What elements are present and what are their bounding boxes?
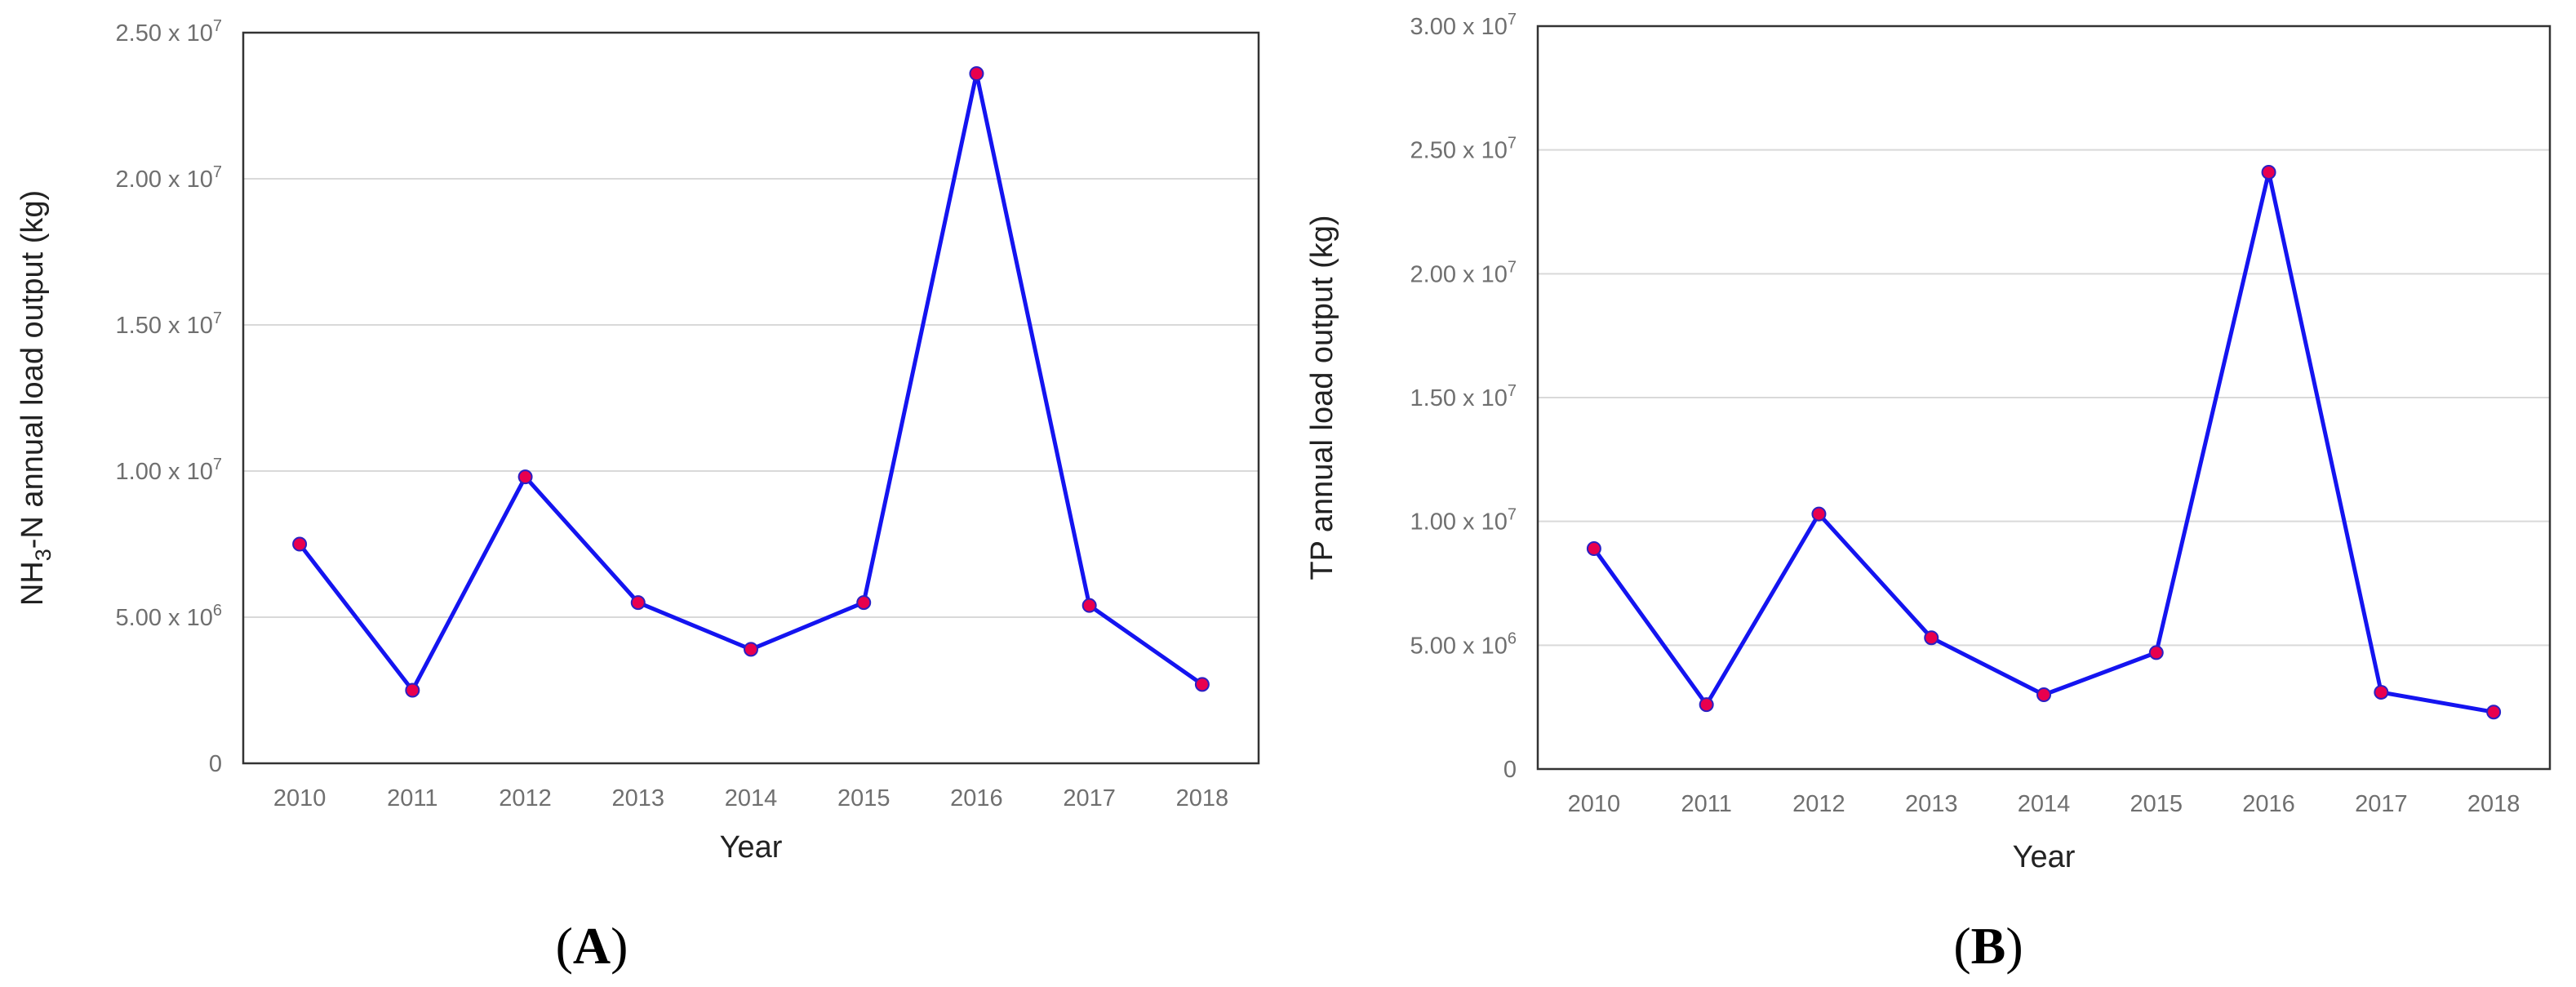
panel-a-x-tick-label: 2012 xyxy=(499,785,552,811)
panel-a-y-tick-mantissa: 0 xyxy=(209,751,222,777)
panel-a-y-tick-mantissa: 1.50 x 10 xyxy=(116,313,213,339)
panel-a-label-paren: ) xyxy=(611,917,628,975)
panel-a-series-line xyxy=(297,71,1205,692)
panel-a-y-tick-mantissa: 5.00 x 10 xyxy=(116,605,213,631)
panel-b-y-tick-label: 0 xyxy=(1503,757,1517,783)
panel-b-y-tick-mantissa: 5.00 x 10 xyxy=(1410,633,1508,659)
panel-a-y-tick-label: 0 xyxy=(209,751,222,777)
panel-b-y-tick-label: 1.00 x 107 xyxy=(1410,506,1517,536)
panel-b-data-point-2013 xyxy=(1924,630,1939,646)
panel-a-y-tick-exponent: 7 xyxy=(213,309,222,327)
panel-b-y-tick-exponent: 7 xyxy=(1508,11,1517,29)
panel-a-x-tick-label: 2010 xyxy=(273,785,326,811)
panel-b-data-point-2014 xyxy=(2036,687,2051,702)
panel-a-data-point-2018 xyxy=(1194,677,1210,692)
panel-b-label-paren: ) xyxy=(2005,917,2023,975)
panel-b-x-tick-label: 2018 xyxy=(2467,791,2520,817)
panel-b-y-tick-label: 1.50 x 107 xyxy=(1410,382,1517,411)
panel-a-data-point-2015 xyxy=(856,595,872,611)
panel-b-label-letter: B xyxy=(1971,917,2006,975)
panel-a-y-tick-label: 2.50 x 107 xyxy=(116,17,222,47)
panel-a-data-point-2012 xyxy=(517,469,533,485)
panel-a-data-point-2010 xyxy=(292,536,308,552)
panel-a-y-tick-exponent: 7 xyxy=(213,456,222,473)
panel-b-data-point-2018 xyxy=(2486,705,2502,720)
panel-a-data-point-2011 xyxy=(405,682,420,698)
panel-a-x-tick-label: 2011 xyxy=(387,785,437,811)
panel-b-y-tick-exponent: 6 xyxy=(1508,629,1517,647)
panel-b-plot-frame xyxy=(1536,24,2552,771)
panel-b-y-tick-label: 2.00 x 107 xyxy=(1410,258,1517,287)
panel-b-y-tick-mantissa: 0 xyxy=(1503,757,1517,783)
panel-b-y-tick-mantissa: 2.00 x 10 xyxy=(1410,261,1508,287)
panel-b-y-tick-label: 3.00 x 107 xyxy=(1410,11,1517,40)
panel-b-data-point-2017 xyxy=(2374,684,2389,700)
panel-b-series-line xyxy=(1592,170,2496,714)
panel-a-label: (A) xyxy=(556,917,628,975)
panel-a-y-axis-title: NH3-N annual load output (kg) xyxy=(16,190,56,606)
panel-a-label-letter: A xyxy=(573,917,611,975)
panel-b-data-point-2016 xyxy=(2261,164,2276,180)
panel-b-label: (B) xyxy=(1953,917,2023,975)
panel-b-data-point-2011 xyxy=(1699,697,1714,713)
panel-a-y-tick-mantissa: 1.00 x 10 xyxy=(116,459,213,485)
panel-a-y-tick-mantissa: 2.50 x 10 xyxy=(116,20,213,47)
panel-b-label-paren: ( xyxy=(1953,917,1970,975)
panel-b-y-tick-exponent: 7 xyxy=(1508,506,1517,524)
panel-a-x-tick-label: 2014 xyxy=(725,785,778,811)
panel-a-y-axis-title-part: NH xyxy=(16,561,50,606)
panel-b-x-axis-title: Year xyxy=(2013,840,2076,874)
panel-a-plot-frame xyxy=(242,31,1260,765)
panel-a-x-tick-label: 2017 xyxy=(1063,785,1116,811)
panel-a-x-axis-title: Year xyxy=(720,830,783,865)
panel-a-x-tick-label: 2016 xyxy=(950,785,1003,811)
panel-a-y-tick-label: 5.00 x 106 xyxy=(116,602,222,631)
panel-a-y-axis-title-part: -N annual load output (kg) xyxy=(16,190,50,549)
panel-b-y-tick-exponent: 7 xyxy=(1508,258,1517,276)
panel-a-y-tick-mantissa: 2.00 x 10 xyxy=(116,167,213,193)
panel-b-y-tick-exponent: 7 xyxy=(1508,135,1517,153)
panel-b-data-point-2012 xyxy=(1811,506,1827,522)
panel-a-data-point-2014 xyxy=(744,642,758,657)
panel-a-label-paren: ( xyxy=(556,917,573,975)
panel-a-y-tick-label: 1.50 x 107 xyxy=(116,309,222,339)
panel-a-y-tick-exponent: 6 xyxy=(213,602,222,620)
panel-a-data-point-2016 xyxy=(969,66,984,82)
panel-b-y-tick-label: 2.50 x 107 xyxy=(1410,135,1517,164)
panel-b-y-tick-mantissa: 3.00 x 10 xyxy=(1410,14,1508,40)
panel-a-x-tick-label: 2015 xyxy=(837,785,890,811)
panel-a-data-point-2013 xyxy=(630,595,646,611)
panel-b-x-tick-label: 2017 xyxy=(2355,791,2408,817)
panel-b-x-tick-label: 2014 xyxy=(2018,791,2071,817)
panel-b-y-tick-label: 5.00 x 106 xyxy=(1410,629,1517,659)
panel-b-y-tick-mantissa: 1.00 x 10 xyxy=(1410,509,1508,536)
panel-a-x-tick-label: 2018 xyxy=(1176,785,1229,811)
panel-b-y-tick-mantissa: 1.50 x 10 xyxy=(1410,385,1508,411)
panel-a-data-point-2017 xyxy=(1081,598,1097,613)
panel-b-y-tick-exponent: 7 xyxy=(1508,382,1517,400)
panel-a-y-axis-title-subscript: 3 xyxy=(31,549,56,561)
panel-b-x-tick-label: 2013 xyxy=(1905,791,1958,817)
panel-b-x-tick-label: 2011 xyxy=(1681,791,1731,817)
panel-a-x-tick-label: 2013 xyxy=(612,785,665,811)
panel-b-data-point-2010 xyxy=(1586,541,1601,557)
panel-a-y-tick-label: 2.00 x 107 xyxy=(116,163,222,193)
panel-b-x-tick-label: 2015 xyxy=(2130,791,2183,817)
panel-b-x-tick-label: 2010 xyxy=(1568,791,1621,817)
panel-a-y-tick-exponent: 7 xyxy=(213,163,222,181)
panel-b-y-tick-mantissa: 2.50 x 10 xyxy=(1410,138,1508,164)
panel-a-y-tick-exponent: 7 xyxy=(213,17,222,35)
panel-b-y-axis-title: TP annual load output (kg) xyxy=(1305,215,1339,580)
panel-b-data-point-2015 xyxy=(2148,645,2164,660)
panel-b-x-tick-label: 2016 xyxy=(2242,791,2295,817)
panel-a-y-tick-label: 1.00 x 107 xyxy=(116,456,222,485)
panel-b-x-tick-label: 2012 xyxy=(1792,791,1845,817)
